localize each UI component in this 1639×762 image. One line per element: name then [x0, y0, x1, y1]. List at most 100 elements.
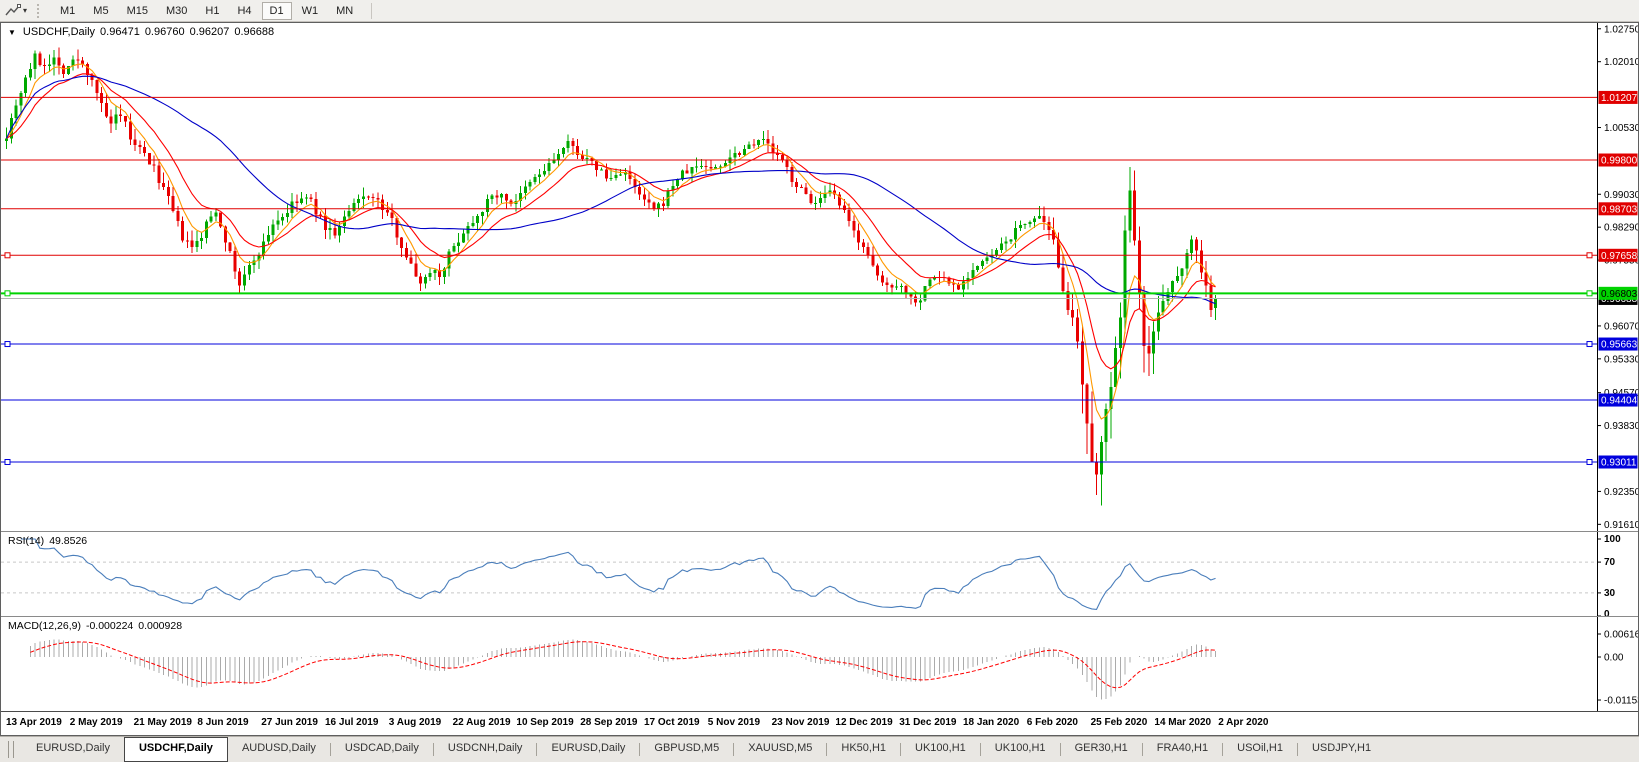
price-badge	[1598, 90, 1638, 104]
timeframe-button-m30[interactable]: M30	[158, 2, 195, 20]
tab-divider	[329, 743, 331, 756]
tab-audusd-daily[interactable]: AUDUSD,Daily	[241, 742, 316, 754]
rsi-label: RSI(14) 49.8526	[8, 535, 87, 547]
line-handle[interactable]	[1586, 341, 1593, 348]
chart-title: ▼ USDCHF,Daily 0.96471 0.96760 0.96207 0…	[8, 26, 274, 38]
timeframe-button-h1[interactable]: H1	[197, 2, 227, 20]
tab-xauusd-m5[interactable]: XAUUSD,M5	[748, 742, 813, 754]
macd-tick: 0.00	[1604, 653, 1624, 664]
price-tick: 0.98290	[1604, 223, 1638, 234]
timeframe-button-d1[interactable]: D1	[261, 1, 292, 20]
date-label: 13 Apr 2019	[6, 717, 62, 728]
tab-ger30-h1[interactable]: GER30,H1	[1074, 742, 1128, 754]
price-tick: 1.02010	[1604, 57, 1638, 68]
line-handle[interactable]	[1586, 252, 1593, 259]
tab-fra40-h1[interactable]: FRA40,H1	[1156, 742, 1209, 754]
price-badge	[1598, 153, 1638, 167]
candlestick-chart[interactable]: 1.027501.020101.005300.990300.982900.975…	[1, 23, 1638, 531]
date-label: 12 Dec 2019	[835, 717, 893, 728]
tab-divider	[1059, 743, 1061, 756]
tab-divider	[1141, 743, 1143, 756]
rsi-tick: 100	[1604, 534, 1621, 545]
date-label: 21 May 2019	[133, 717, 192, 728]
tab-eurusd-daily[interactable]: EURUSD,Daily	[551, 742, 626, 754]
price-badge-value: 0.97658	[1601, 251, 1638, 262]
close-value: 0.96688	[234, 26, 275, 38]
main-chart-panel[interactable]: 1.027501.020101.005300.990300.982900.975…	[1, 23, 1638, 532]
date-label: 27 Jun 2019	[261, 717, 318, 728]
tab-usdjpy-h1[interactable]: USDJPY,H1	[1311, 742, 1372, 754]
macd-main-value: -0.000224	[85, 620, 134, 632]
date-label: 28 Sep 2019	[580, 717, 638, 728]
tab-hk50-h1[interactable]: HK50,H1	[841, 742, 887, 754]
line-handle[interactable]	[1586, 459, 1593, 466]
timeframe-button-mn[interactable]: MN	[328, 2, 361, 20]
date-label: 17 Oct 2019	[644, 717, 700, 728]
tab-uk100-h1[interactable]: UK100,H1	[994, 742, 1046, 754]
date-label: 6 Feb 2020	[1026, 717, 1078, 728]
price-badge	[1598, 455, 1638, 469]
line-handle[interactable]	[4, 290, 11, 297]
tab-usdchf-daily[interactable]: USDCHF,Daily	[123, 737, 228, 762]
date-label: 10 Sep 2019	[516, 717, 574, 728]
collapse-icon[interactable]: ▼	[8, 27, 16, 37]
timeframe-button-m15[interactable]: M15	[119, 2, 156, 20]
rsi-tick: 0	[1604, 609, 1610, 616]
date-label: 3 Aug 2019	[388, 717, 442, 728]
tab-gbpusd-m5[interactable]: GBPUSD,M5	[654, 742, 720, 754]
timeframe-buttons: M1 M5 M15 M30 H1 H4 D1 W1 MN	[52, 1, 361, 20]
tab-divider	[1296, 743, 1298, 756]
date-label: 14 Mar 2020	[1154, 717, 1212, 728]
timeframe-button-w1[interactable]: W1	[294, 2, 327, 20]
price-badge-value: 0.96803	[1601, 289, 1638, 300]
low-value: 0.96207	[189, 26, 230, 38]
tab-uk100-h1[interactable]: UK100,H1	[915, 742, 966, 754]
date-label: 31 Dec 2019	[899, 717, 957, 728]
macd-signal-value: 0.000928	[138, 620, 183, 632]
rsi-line	[20, 538, 1216, 610]
toolbar-separator	[371, 2, 373, 19]
tab-divider	[536, 743, 538, 756]
timeframe-button-m1[interactable]: M1	[52, 2, 83, 20]
macd-tick: 0.006167	[1604, 629, 1638, 640]
price-axis[interactable]: 1.027501.020101.005300.990300.982900.975…	[1597, 24, 1638, 531]
line-handle[interactable]	[4, 252, 11, 259]
macd-name: MACD(12,26,9)	[8, 620, 81, 632]
symbol-period-label: USDCHF,Daily	[22, 26, 96, 38]
date-label: 25 Feb 2020	[1090, 717, 1148, 728]
tab-divider	[900, 743, 902, 756]
tabbar-grip-handle[interactable]	[8, 741, 14, 758]
price-tick: 0.93830	[1604, 421, 1638, 432]
rsi-tick: 30	[1604, 588, 1616, 599]
price-badge-value: 0.95663	[1601, 340, 1638, 351]
price-badge-value: 0.99800	[1601, 156, 1638, 167]
macd-signal-line	[30, 641, 1216, 689]
rsi-chart[interactable]: 100 70 30 0	[1, 532, 1638, 616]
line-handle[interactable]	[4, 341, 11, 348]
price-badge	[1598, 393, 1638, 407]
time-axis[interactable]: 13 Apr 2019 2 May 2019 21 May 2019 8 Jun 20…	[1, 712, 1638, 735]
timeframe-button-m5[interactable]: M5	[85, 2, 116, 20]
toolbar-grip-handle[interactable]	[37, 3, 44, 18]
chart-window: 1.027501.020101.005300.990300.982900.975…	[0, 22, 1639, 736]
rsi-tick: 70	[1604, 557, 1616, 568]
macd-panel[interactable]: 0.006167 0.00 -0.011531 MACD(12,26,9) -0.0…	[1, 617, 1638, 712]
tab-usoil-h1[interactable]: USOil,H1	[1237, 742, 1283, 754]
line-handle[interactable]	[4, 459, 11, 466]
macd-label: MACD(12,26,9) -0.000224 0.000928	[8, 620, 182, 632]
timeframe-button-h4[interactable]: H4	[229, 2, 259, 20]
price-badge	[1598, 248, 1638, 262]
line-handle[interactable]	[1586, 290, 1593, 297]
rsi-panel[interactable]: 100 70 30 0 RSI(14) 49.8526	[1, 532, 1638, 617]
rsi-name: RSI(14)	[8, 535, 45, 547]
tab-eurusd-daily[interactable]: EURUSD,Daily	[36, 742, 110, 754]
price-badge-value: 0.94404	[1601, 396, 1638, 407]
chevron-down-icon[interactable]: ▾	[23, 6, 28, 15]
candlestick-series	[5, 47, 1218, 506]
macd-chart[interactable]: 0.006167 0.00 -0.011531	[1, 617, 1638, 711]
tab-usdcad-daily[interactable]: USDCAD,Daily	[344, 742, 419, 754]
trendline-tool-icon[interactable]	[4, 3, 22, 19]
tab-usdcnh-daily[interactable]: USDCNH,Daily	[447, 742, 523, 754]
tab-divider	[979, 743, 981, 756]
price-tick: 1.02750	[1604, 24, 1638, 35]
